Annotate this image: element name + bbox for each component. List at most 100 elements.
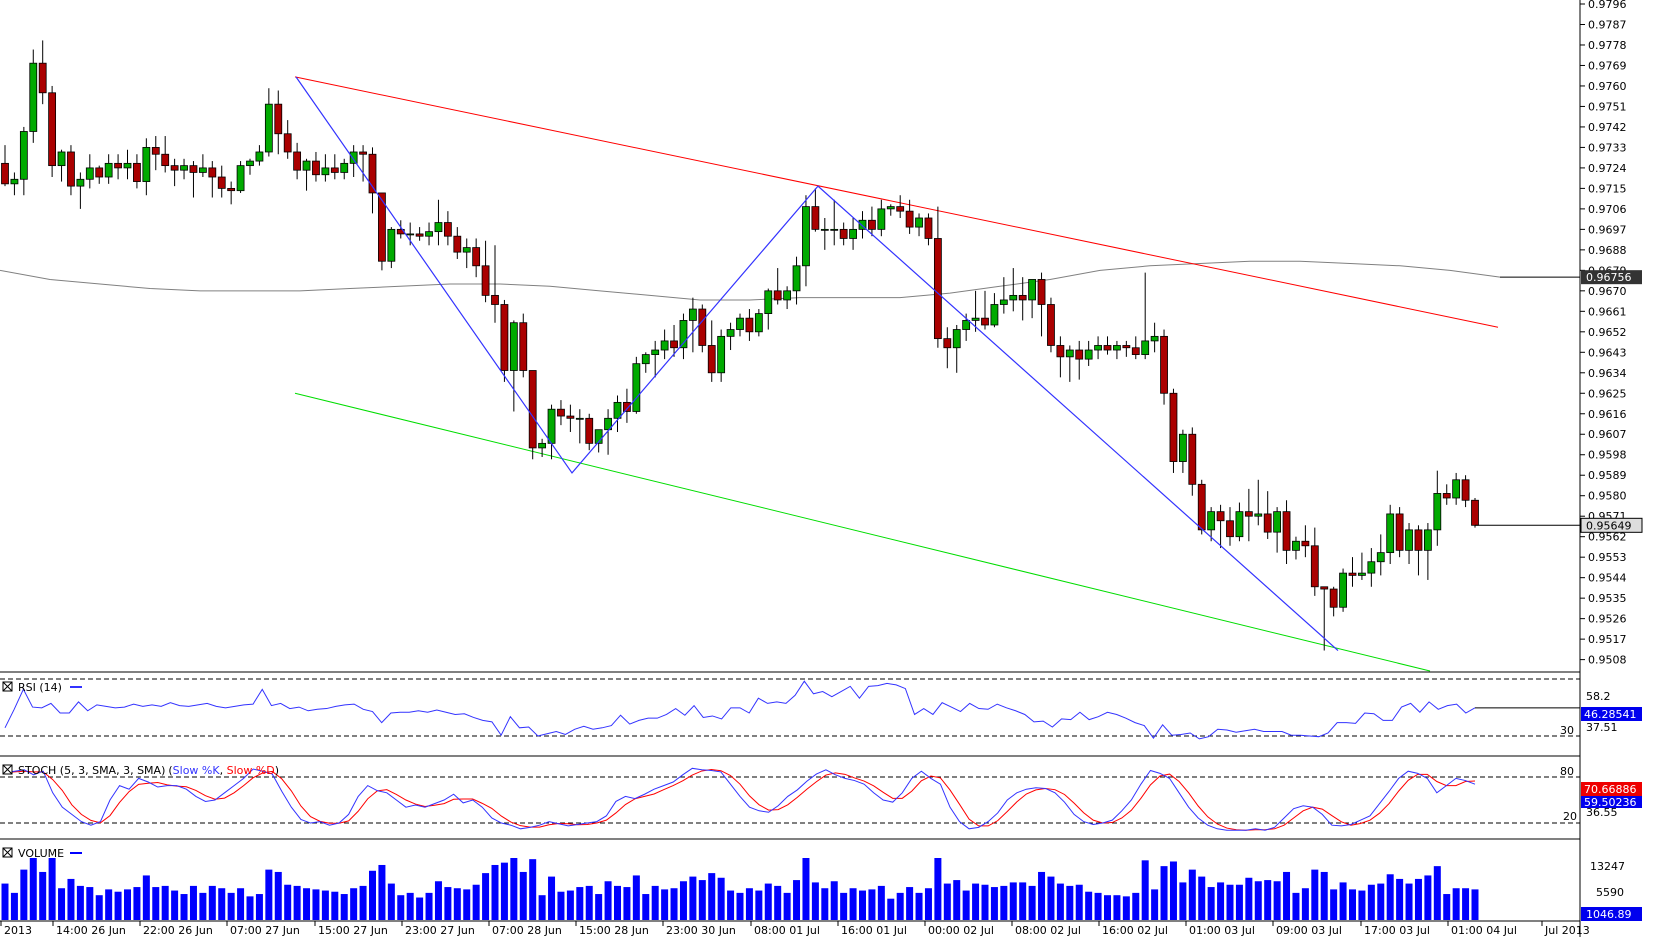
candle-body [1442,493,1451,499]
volume-bar [1000,885,1008,920]
candle-body [1197,483,1206,531]
time-tick-label: 22:00 26 Jun [143,924,213,937]
stoch-title: STOCH (5, 3, SMA, 3, SMA) (Slow %K, Slow … [18,764,279,777]
volume-bar [1377,883,1385,920]
candle-body [500,304,509,371]
channel-upper-line[interactable] [294,76,1499,328]
candle-body [443,222,452,237]
candle-body [557,408,565,417]
volume-bar [171,890,179,920]
candle [538,438,547,458]
candle [651,340,660,378]
candle [217,165,226,198]
rsi-level-upper: 58.2 [1586,690,1611,703]
volume-bar [1094,892,1102,920]
volume-bar [943,883,951,920]
candle [670,324,678,357]
volume-bar [453,888,461,920]
candle-body [246,160,254,167]
candle [453,227,462,259]
candle [707,320,716,382]
candle [528,370,537,460]
rsi-panel: RSI (14) 58.2 30 37.51 46.28541 [0,678,1642,757]
candle-body [359,151,367,155]
zigzag-line[interactable] [295,76,1339,651]
volume-bar [48,858,56,920]
price-tick-label: 0.9769 [1588,59,1627,72]
candle [971,290,980,332]
stoch-level-80: 80 [1560,765,1574,778]
candle-body [330,167,339,173]
candle [1452,472,1461,505]
candle-body [868,219,876,230]
price-tick-label: 0.9742 [1588,121,1627,134]
candle-body [349,151,358,164]
volume-bar [1471,889,1479,920]
volume-bar [1198,876,1206,920]
candle [1235,502,1244,542]
candle [302,158,311,191]
candle-body [1028,279,1037,301]
volume-bar [1396,878,1404,920]
stoch-close-box[interactable] [2,764,13,775]
volume-bar [1283,871,1291,920]
time-tick-label: 15:00 28 Jun [579,924,649,937]
volume-bar [1358,890,1366,920]
candle-body [1423,529,1432,551]
candle [811,188,820,232]
volume-bar [1019,882,1027,920]
volume-bar [10,892,18,920]
volume-bar [387,883,395,920]
candle [1339,568,1347,612]
candle [425,222,433,246]
candle [198,154,207,178]
candle-body [462,247,471,253]
rsi-title: RSI (14) [18,681,62,694]
price-tick-label: 0.9589 [1588,469,1627,482]
candle [85,154,94,189]
candle [1263,491,1272,539]
volume-bar [1339,882,1347,920]
candle [679,313,688,360]
candle-body [1037,279,1046,305]
volume-bar [632,875,640,920]
volume-bar [764,883,772,920]
candle [1065,345,1074,382]
candle [368,147,377,214]
stoch-k-badge: 59.50236 [1581,795,1642,809]
candle-body [688,308,697,321]
volume-bar [1414,878,1422,920]
candle-body [189,165,198,173]
price-axis: 0.9796 0.9787 0.9778 0.9769 0.9760 0.9751 0.97… [1475,0,1643,667]
volume-bar [124,889,131,920]
candle-body [217,176,226,189]
candle-body [1329,588,1338,608]
volume-bar [585,885,593,920]
candle-body [1018,294,1027,301]
volume-bar [1056,883,1064,920]
candle [1292,536,1300,560]
volume-value-text: 1046.89 [1586,908,1632,921]
rsi-close-box[interactable] [2,681,13,692]
volume-bar [482,873,490,920]
candle-body [95,167,104,178]
candle-body [971,317,980,321]
volume-bar [255,894,263,920]
volume-bar [1301,888,1309,920]
candle [641,352,650,373]
volume-bar [642,894,650,920]
channel-lower-line[interactable] [294,392,1431,672]
candle-body [886,206,895,210]
candle-body [575,417,584,420]
candle-body [1471,499,1479,526]
candle [1471,497,1479,528]
volume-bar [416,897,424,920]
candle [1301,525,1310,558]
candle-body [491,294,499,305]
candle [38,40,47,105]
volume-close-box[interactable] [2,847,13,858]
candle [1405,523,1413,565]
rsi-level-30: 30 [1560,724,1574,737]
volume-bar [548,876,556,920]
volume-bar [1235,884,1243,920]
